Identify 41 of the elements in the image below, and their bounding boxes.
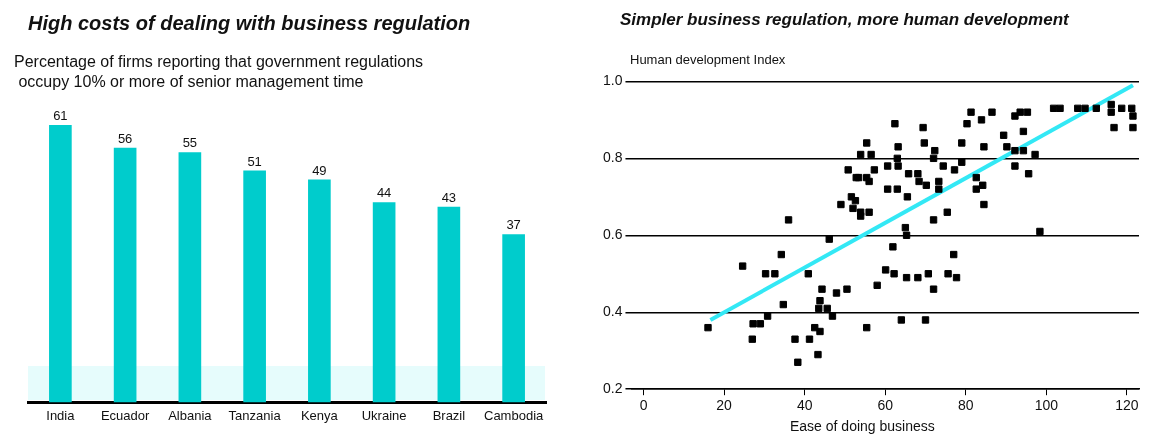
- x-tick-label: Albania: [168, 407, 213, 423]
- y-tick-label: 0.8: [602, 149, 623, 166]
- bar: [308, 179, 331, 403]
- bar: [49, 125, 72, 403]
- bar: [243, 170, 266, 403]
- y-tick-label: 0.2: [602, 380, 623, 397]
- data-label: 61: [53, 108, 68, 124]
- chart-title: High costs of dealing with business regulation: [28, 12, 471, 35]
- data-label: 49: [312, 162, 327, 178]
- x-tick-label: Kenya: [300, 407, 339, 423]
- data-label: 51: [247, 153, 262, 169]
- data-label: 56: [117, 130, 133, 146]
- bar: [437, 206, 461, 403]
- x-axis-title: Ease of doing business: [790, 418, 935, 434]
- x-tick-label: Brazil: [432, 407, 466, 423]
- data-label: 37: [506, 217, 521, 233]
- x-tick-label: 100: [1034, 397, 1059, 414]
- x-tick-label: 120: [1115, 397, 1139, 414]
- bar: [502, 234, 525, 403]
- chart-subtitle: Percentage of firms reporting that government regulations occupy 10% or more of senior management time: [14, 52, 424, 92]
- x-tick-label: Ecuador: [100, 407, 150, 423]
- y-tick-label: 1.0: [602, 72, 623, 89]
- x-tick-label: Cambodia: [483, 407, 545, 423]
- x-tick-label: 60: [877, 397, 894, 414]
- y-tick-label: 0.4: [602, 303, 623, 320]
- x-tick-label: Tanzania: [228, 407, 282, 423]
- y-tick-label: 0.6: [602, 226, 623, 243]
- y-axis-title: Human development Index: [630, 52, 786, 67]
- data-label: 43: [441, 189, 457, 205]
- x-tick-label: Ukraine: [361, 407, 407, 423]
- chart-title: Simpler business regulation, more human development: [620, 10, 1069, 30]
- x-tick-label: India: [46, 407, 76, 423]
- bar: [178, 152, 202, 403]
- x-tick-label: 0: [639, 397, 648, 414]
- x-tick-label: 80: [958, 397, 974, 414]
- bar: [372, 202, 396, 403]
- x-tick-label: 40: [796, 397, 813, 414]
- x-tick-label: 20: [716, 397, 733, 414]
- bar: [113, 147, 137, 403]
- data-label: 55: [182, 135, 198, 151]
- data-label: 44: [376, 185, 392, 201]
